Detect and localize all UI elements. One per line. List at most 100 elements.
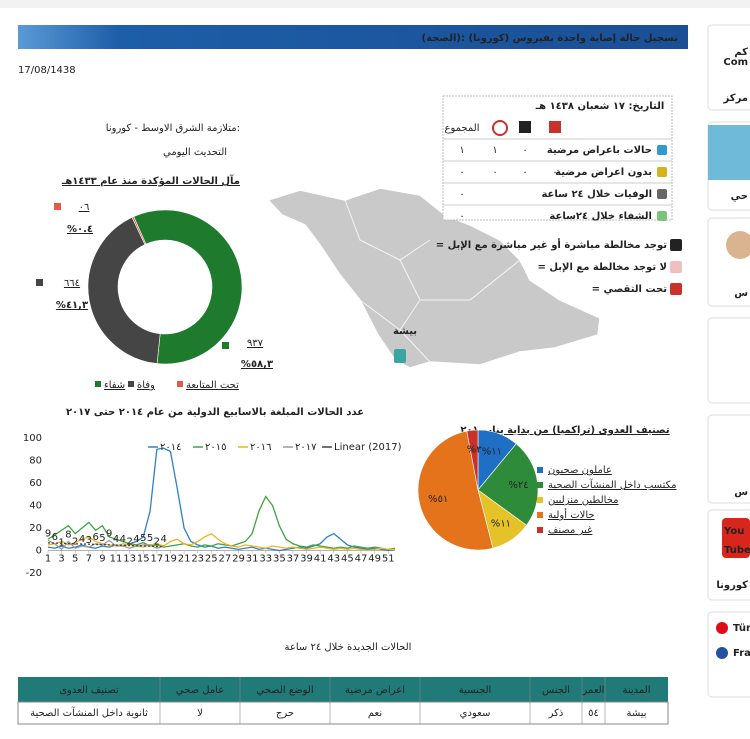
data-label: 9	[106, 528, 112, 539]
chart-title: تصنيف العدوى (تراكميا) من بداية يناير ٢٠…	[460, 425, 670, 436]
y-tick-label: 40	[29, 501, 42, 512]
y-tick-label: 80	[29, 456, 42, 467]
row-value: ٠	[522, 167, 527, 178]
table-cell: سعودي	[460, 708, 491, 719]
legend-note: = تحت التقصي	[592, 284, 668, 295]
y-tick-label: 100	[23, 433, 42, 444]
x-tick-label: 1	[45, 554, 51, 565]
table-cell: ٥٤	[588, 708, 599, 719]
row-value: ٠	[459, 189, 464, 200]
sidebar-text: Com	[723, 57, 748, 68]
legend-label: ٢٠١٧	[295, 442, 317, 453]
data-label: 4	[160, 534, 166, 545]
legend-swatch	[537, 512, 543, 518]
legend-label: شفاء	[104, 380, 125, 391]
top-strip	[0, 0, 750, 8]
legend-note: = توجد مخالطة مباشرة أو غير مباشرة مع ال…	[436, 238, 668, 251]
x-tick-label: 29	[232, 554, 245, 565]
sidebar-text: مركز	[723, 93, 748, 104]
sidebar-text: Fra	[733, 648, 750, 659]
x-tick-label: 39	[300, 554, 313, 565]
header-bar	[18, 25, 688, 49]
x-tick-label: 35	[273, 554, 286, 565]
series-line	[47, 447, 396, 552]
map-marker	[394, 349, 406, 363]
status-icon	[549, 121, 561, 133]
x-tick-label: 21	[178, 554, 191, 565]
x-tick-label: 11	[110, 554, 123, 565]
x-tick-label: 31	[246, 554, 259, 565]
legend-label: Linear (2017)	[334, 442, 402, 453]
row-value: ٠	[459, 211, 464, 222]
legend-label: مخالطين منزليين	[548, 495, 619, 506]
value-label: ٩٣٧	[247, 338, 264, 349]
info-title: متلازمة الشرق الاوسط - كورونا:	[106, 123, 240, 134]
series-line	[47, 539, 164, 551]
data-label: 3	[86, 535, 92, 546]
legend-swatch	[537, 527, 543, 533]
x-tick-label: 49	[368, 554, 381, 565]
note-icon	[670, 261, 682, 273]
column-header: عامل صحي	[176, 685, 224, 696]
status-date: التاريخ: ١٧ شعبان ١٤٣٨ هـ	[535, 101, 665, 112]
data-label: 4	[79, 534, 85, 545]
youtube-logo	[722, 518, 750, 558]
x-tick-label: 5	[72, 554, 78, 565]
legend-swatch	[177, 381, 183, 387]
row-icon	[657, 167, 667, 177]
row-label: حالات باعراض مرضية	[547, 145, 652, 156]
chart-title: مآل الحالات المؤكدة منذ عام ١٤٣٣هـ	[61, 174, 240, 187]
data-label: 6	[92, 532, 98, 543]
row-label: الوفيات خلال ٢٤ ساعة	[541, 189, 652, 200]
column-header: تصنيف العدوى	[59, 685, 119, 696]
legend-label: غير مصنف	[548, 525, 592, 536]
legend-label: ٢٠١٦	[250, 442, 271, 453]
status-table	[442, 95, 673, 221]
section-title: الحالات الجديدة خلال ٢٤ ساعة	[285, 642, 412, 653]
sidebar-text: Tür	[733, 623, 750, 634]
value-label: ٦٦٤	[64, 278, 80, 289]
note-icon	[670, 283, 682, 295]
x-tick-label: 41	[314, 554, 327, 565]
post-date: 17/08/1438	[18, 65, 76, 76]
sidebar-text: س	[734, 487, 748, 498]
column-header: اعراض مرضية	[345, 685, 405, 696]
label-swatch	[36, 279, 43, 286]
sidebar-box	[707, 414, 750, 504]
legend-label: وفاة	[137, 380, 155, 391]
y-tick-label: 0	[36, 546, 42, 557]
table-cell: حرج	[276, 708, 294, 719]
data-label: 2	[154, 536, 160, 547]
value-label: %١١	[482, 447, 502, 458]
donut-slice	[131, 216, 147, 245]
map-borders	[344, 199, 521, 363]
sidebar-text: كم	[734, 47, 748, 58]
note-icon	[670, 239, 682, 251]
row-value: ٠	[552, 167, 557, 178]
column-header: الجنس	[542, 685, 570, 696]
legend-note: = لا توجد مخالطة مع الإبل	[537, 262, 667, 273]
value-label: %٢٤	[508, 480, 528, 491]
status-icon	[519, 121, 531, 133]
x-tick-label: 51	[382, 554, 395, 565]
legend-swatch	[537, 467, 543, 473]
x-tick-label: 47	[355, 554, 368, 565]
sidebar-text: كورونا	[716, 580, 748, 591]
row-value: ٠	[522, 145, 527, 156]
series-line	[47, 495, 396, 551]
row-value: ٠	[552, 145, 557, 156]
sidebar-avatar	[726, 231, 750, 259]
legend-label: حالات أولية	[548, 508, 595, 521]
row-value: ٠	[492, 167, 497, 178]
row-value: ٠	[459, 167, 464, 178]
percent-label: %٠.٤	[67, 224, 93, 235]
data-label: 4	[133, 534, 139, 545]
legend-swatch	[537, 482, 543, 488]
label-swatch	[222, 342, 229, 349]
map-label: بيشة	[393, 326, 417, 337]
data-label: 4	[120, 534, 126, 545]
sidebar-image	[708, 125, 750, 180]
value-label: %١١	[491, 519, 511, 530]
x-tick-label: 23	[191, 554, 204, 565]
